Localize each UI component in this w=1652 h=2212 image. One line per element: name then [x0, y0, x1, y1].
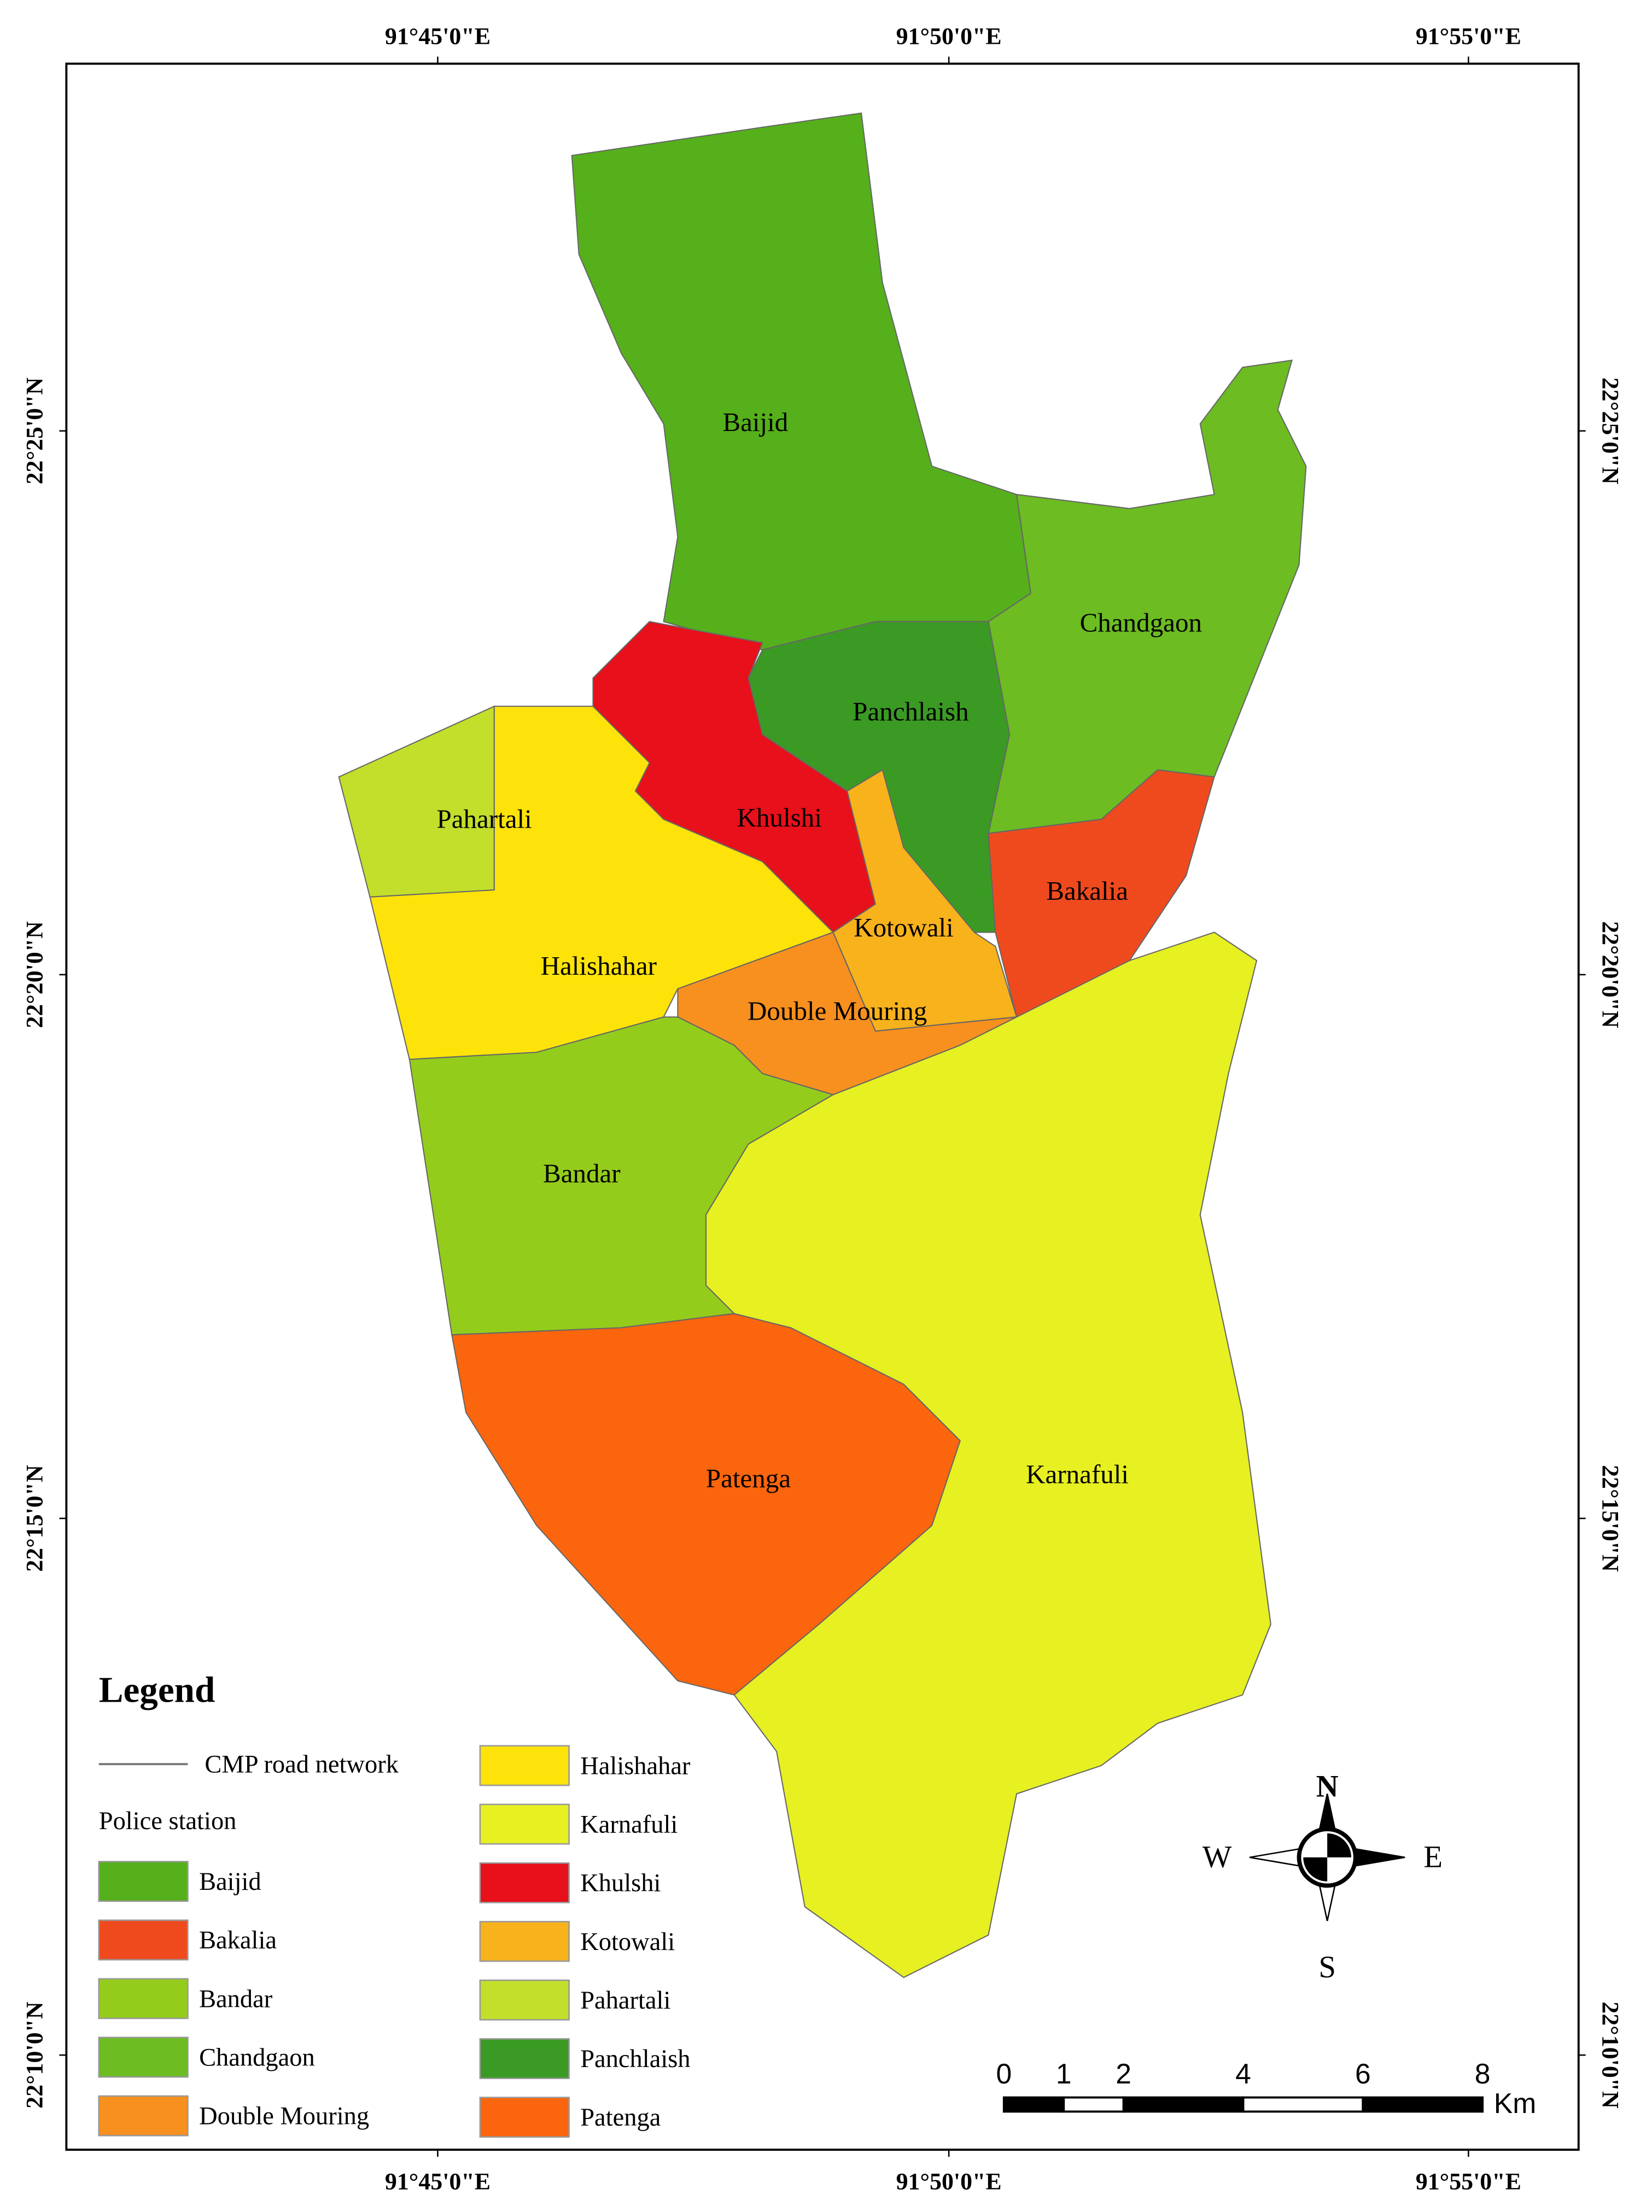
legend-swatch — [98, 2095, 189, 2137]
legend-swatch — [479, 2038, 570, 2080]
scale-segment — [1063, 2096, 1125, 2113]
graticule-label: 22°10'0"N — [21, 2001, 48, 2109]
legend-swatch — [98, 1978, 189, 2019]
scale-tick-label: 1 — [1056, 2058, 1072, 2089]
scale-tick-label: 0 — [996, 2058, 1012, 2089]
region — [832, 769, 1018, 1032]
graticule-label: 91°55'0"E — [1416, 2168, 1521, 2194]
legend-label: Bakalia — [199, 1926, 277, 1954]
region-label: Kotowali — [854, 912, 954, 942]
graticule-label: 22°15'0"N — [1597, 1465, 1624, 1572]
compass-w: W — [1202, 1840, 1232, 1875]
scale-tick-label: 4 — [1235, 2058, 1251, 2089]
region-label: Baijid — [722, 407, 788, 437]
region-label: Pahartali — [436, 804, 532, 834]
graticule-label: 91°45'0"E — [385, 2168, 491, 2194]
graticule-label: 91°55'0"E — [1416, 23, 1521, 49]
legend-road-label: CMP road network — [205, 1751, 399, 1779]
graticule-label: 91°50'0"E — [896, 2168, 1002, 2194]
legend-group-label: Police station — [99, 1807, 237, 1835]
region — [988, 769, 1215, 1018]
legend-swatch — [479, 1745, 570, 1786]
legend-label: Patenga — [580, 2104, 661, 2132]
legend-label: Pahartali — [580, 1987, 670, 2015]
region-label: Khulshi — [737, 802, 822, 833]
legend-label: Baijid — [199, 1868, 261, 1896]
scale-tick-label: 8 — [1475, 2058, 1491, 2089]
compass-center — [1303, 1833, 1352, 1882]
region-label: Chandgaon — [1080, 607, 1202, 637]
compass-e: E — [1423, 1840, 1443, 1875]
legend-swatch — [479, 1803, 570, 1845]
legend-swatch — [98, 1919, 189, 1961]
scale-segment — [1242, 2096, 1364, 2113]
legend-label: Bandar — [199, 1985, 273, 2013]
legend-swatch — [479, 1862, 570, 1904]
legend-swatch — [479, 2097, 570, 2138]
region-label: Panchlaish — [853, 696, 968, 726]
scale-segment — [1362, 2096, 1484, 2113]
region-label: Double Mouring — [748, 996, 927, 1026]
legend-label: Kotowali — [580, 1928, 675, 1956]
scale-tick-label: 6 — [1355, 2058, 1371, 2089]
scale-segment — [1002, 2096, 1065, 2113]
legend-label: Chandgaon — [199, 2044, 315, 2072]
scale-unit: Km — [1494, 2087, 1536, 2119]
legend-label: Panchlaish — [580, 2045, 690, 2073]
legend-swatch — [479, 1979, 570, 2021]
legend-swatch — [479, 1920, 570, 1962]
graticule: 91°45'0"E 91°50'0"E 91°55'0"E 91°45'0"E 91°5… — [21, 23, 1623, 2194]
graticule-label: 91°45'0"E — [385, 23, 491, 49]
graticule-label: 22°20'0"N — [21, 921, 48, 1028]
compass-s: S — [1318, 1950, 1336, 1984]
region — [338, 705, 495, 898]
scale-segment — [1122, 2096, 1245, 2113]
scale-bar: 0 1 2 4 6 8Km — [996, 2058, 1536, 2119]
region-label: Patenga — [706, 1463, 791, 1493]
legend-label: Karnafuli — [580, 1811, 678, 1838]
compass-n: N — [1316, 1769, 1339, 1804]
graticule-label: 22°10'0"N — [1597, 2001, 1624, 2109]
legend-label: Halishahar — [580, 1752, 691, 1780]
legend-swatch — [98, 1861, 189, 1902]
region-label: Halishahar — [541, 951, 657, 981]
graticule-label: 22°25'0"N — [1597, 377, 1624, 485]
legend-label: Khulshi — [580, 1870, 661, 1897]
graticule-label: 91°50'0"E — [896, 23, 1002, 49]
region-label: Karnafuli — [1026, 1459, 1129, 1489]
labels: Baijid Chandgaon Panchlaish Khulshi Bakalia K… — [436, 407, 1202, 1493]
legend-label: Double Mouring — [199, 2103, 369, 2130]
graticule-label: 22°25'0"N — [21, 377, 48, 485]
regions — [338, 112, 1307, 1978]
graticule-label: 22°15'0"N — [21, 1465, 48, 1572]
region-label: Bakalia — [1046, 876, 1128, 906]
graticule-label: 22°20'0"N — [1597, 921, 1624, 1028]
compass — [1249, 1794, 1405, 1922]
legend-title: Legend — [99, 1669, 215, 1710]
region — [705, 932, 1271, 1978]
scale-tick-label: 2 — [1116, 2058, 1131, 2089]
legend-swatch — [98, 2036, 189, 2078]
region-label: Bandar — [543, 1158, 621, 1188]
